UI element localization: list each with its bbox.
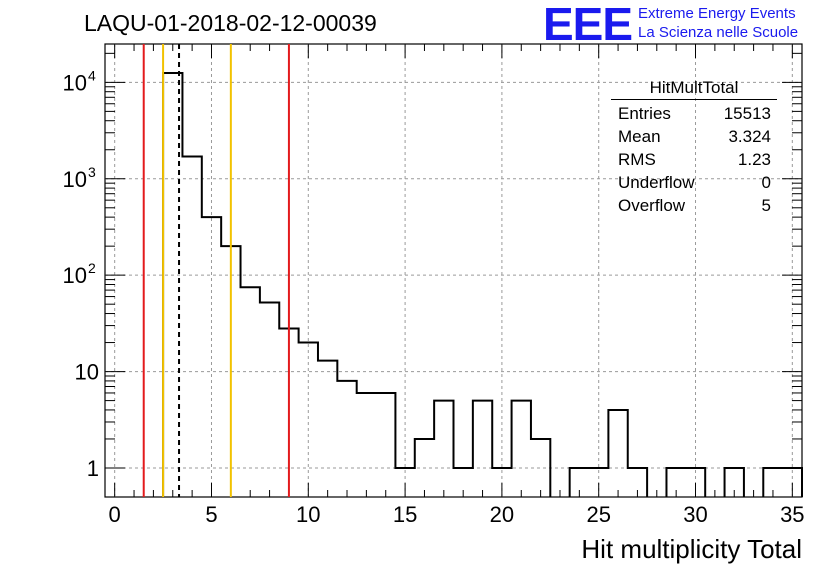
x-tick-label: 5 [205, 502, 217, 527]
logo-text: Extreme Energy Events La Scienza nelle S… [638, 4, 798, 42]
stats-label: Entries [618, 104, 671, 123]
stats-value: 15513 [723, 104, 771, 123]
logo-line-1: Extreme Energy Events [638, 5, 796, 22]
plot-frame [104, 43, 803, 498]
stats-label: Mean [618, 127, 661, 146]
histogram-bin [357, 393, 376, 497]
histogram-bin [337, 381, 356, 497]
histogram-bin [512, 401, 531, 497]
x-tick-label: 25 [586, 502, 610, 527]
stats-row-mean: Mean 3.324 [611, 125, 777, 148]
y-tick-label: 1 [87, 456, 99, 481]
y-tick-exponent: 2 [88, 260, 96, 276]
stats-label: Overflow [618, 196, 686, 215]
stats-value: 0 [761, 173, 771, 192]
histogram-bin [241, 287, 260, 497]
stats-row-entries: Entries 15513 [611, 102, 777, 125]
logo-line-2: La Scienza nelle Scuole [638, 24, 799, 41]
stats-value: 1.23 [737, 150, 771, 169]
histogram-outline [162, 72, 803, 497]
stats-box: HitMultTotal Entries 15513 Mean 3.324 RMS 1… [611, 78, 777, 217]
y-tick-exponent: 4 [88, 67, 96, 83]
histogram-bin [182, 157, 201, 497]
eee-logo: EEE [543, 0, 633, 50]
y-tick-label: 10 [63, 263, 87, 288]
y-tick-label: 10 [75, 360, 99, 385]
histogram-bin [299, 343, 318, 497]
histogram-bin [376, 393, 395, 497]
y-tick-label: 10 [63, 167, 87, 192]
chart-title: LAQU-01-2018-02-12-00039 [84, 10, 377, 36]
x-tick-label: 15 [393, 502, 417, 527]
stats-value: 3.324 [728, 127, 771, 146]
y-tick-label: 10 [63, 70, 87, 95]
stats-label: Underflow [618, 173, 695, 192]
histogram-bin [608, 410, 627, 497]
stats-row-rms: RMS 1.23 [611, 148, 777, 171]
y-tick-exponent: 3 [88, 164, 96, 180]
stats-label: RMS [618, 150, 656, 169]
stats-title: HitMultTotal [611, 78, 777, 100]
x-tick-label: 35 [780, 502, 804, 527]
x-tick-label: 20 [490, 502, 514, 527]
stats-value: 5 [761, 196, 771, 215]
x-axis-label: Hit multiplicity Total [581, 534, 802, 564]
stats-row-underflow: Underflow 0 [611, 171, 777, 194]
histogram-bin [434, 401, 453, 497]
stats-row-overflow: Overflow 5 [611, 194, 777, 217]
x-tick-label: 30 [683, 502, 707, 527]
histogram-bin [473, 401, 492, 497]
x-tick-label: 0 [109, 502, 121, 527]
histogram-bin [318, 361, 337, 497]
x-tick-label: 10 [296, 502, 320, 527]
